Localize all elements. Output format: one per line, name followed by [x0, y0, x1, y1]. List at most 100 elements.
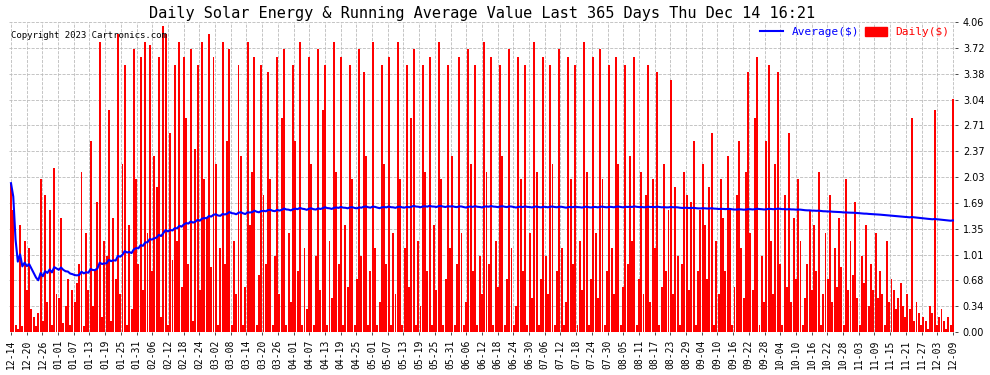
Bar — [592, 57, 594, 332]
Bar — [292, 64, 294, 332]
Bar — [842, 325, 844, 332]
Bar — [558, 49, 560, 332]
Bar — [861, 256, 863, 332]
Bar — [69, 325, 71, 332]
Bar — [467, 49, 469, 332]
Bar — [397, 42, 399, 332]
Bar — [909, 309, 911, 332]
Bar — [904, 317, 906, 332]
Bar — [460, 233, 462, 332]
Bar — [83, 326, 85, 332]
Bar — [627, 264, 629, 332]
Bar — [96, 202, 98, 332]
Bar — [197, 64, 199, 332]
Bar — [19, 225, 21, 332]
Bar — [381, 64, 383, 332]
Bar — [253, 57, 255, 332]
Bar — [488, 264, 490, 332]
Bar — [201, 42, 203, 332]
Bar — [541, 279, 543, 332]
Bar — [525, 64, 526, 332]
Bar — [233, 241, 235, 332]
Bar — [907, 294, 909, 332]
Bar — [553, 325, 555, 332]
Bar — [879, 271, 881, 332]
Bar — [572, 264, 574, 332]
Bar — [688, 290, 690, 332]
Bar — [588, 325, 590, 332]
Bar — [699, 210, 701, 332]
Bar — [113, 217, 114, 332]
Bar — [781, 325, 783, 332]
Bar — [609, 64, 610, 332]
Bar — [408, 286, 410, 332]
Bar — [422, 64, 424, 332]
Bar — [567, 57, 569, 332]
Bar — [360, 256, 362, 332]
Bar — [436, 290, 438, 332]
Bar — [834, 248, 836, 332]
Bar — [590, 279, 592, 332]
Bar — [863, 283, 865, 332]
Bar — [683, 172, 685, 332]
Bar — [129, 225, 131, 332]
Bar — [465, 302, 467, 332]
Bar — [12, 210, 14, 332]
Bar — [634, 57, 636, 332]
Bar — [153, 156, 155, 332]
Bar — [732, 325, 734, 332]
Bar — [870, 264, 872, 332]
Bar — [599, 49, 601, 332]
Bar — [78, 264, 80, 332]
Bar — [33, 317, 35, 332]
Bar — [71, 290, 73, 332]
Bar — [597, 298, 599, 332]
Bar — [283, 49, 285, 332]
Bar — [73, 302, 75, 332]
Bar — [427, 271, 429, 332]
Bar — [226, 141, 228, 332]
Bar — [884, 325, 886, 332]
Bar — [331, 298, 333, 332]
Bar — [497, 286, 499, 332]
Bar — [453, 325, 455, 332]
Bar — [529, 233, 531, 332]
Bar — [706, 279, 708, 332]
Bar — [47, 302, 49, 332]
Bar — [199, 290, 201, 332]
Bar — [709, 187, 711, 332]
Bar — [902, 306, 904, 332]
Bar — [945, 328, 947, 332]
Bar — [492, 325, 494, 332]
Bar — [508, 49, 510, 332]
Bar — [35, 326, 37, 332]
Bar — [536, 172, 538, 332]
Bar — [458, 57, 460, 332]
Bar — [362, 72, 364, 332]
Bar — [353, 325, 355, 332]
Bar — [87, 290, 89, 332]
Bar — [936, 325, 938, 332]
Bar — [236, 294, 238, 332]
Bar — [942, 321, 944, 332]
Bar — [462, 325, 464, 332]
Bar — [772, 294, 774, 332]
Bar — [549, 64, 551, 332]
Bar — [527, 325, 529, 332]
Bar — [49, 210, 50, 332]
Bar — [434, 225, 436, 332]
Bar — [64, 306, 66, 332]
Bar — [632, 241, 633, 332]
Bar — [925, 321, 927, 332]
Bar — [265, 264, 266, 332]
Bar — [538, 325, 540, 332]
Bar — [851, 275, 853, 332]
Bar — [210, 267, 212, 332]
Bar — [115, 279, 117, 332]
Bar — [274, 256, 276, 332]
Bar — [429, 57, 431, 332]
Bar — [281, 118, 283, 332]
Bar — [449, 248, 451, 332]
Bar — [301, 325, 303, 332]
Bar — [681, 264, 683, 332]
